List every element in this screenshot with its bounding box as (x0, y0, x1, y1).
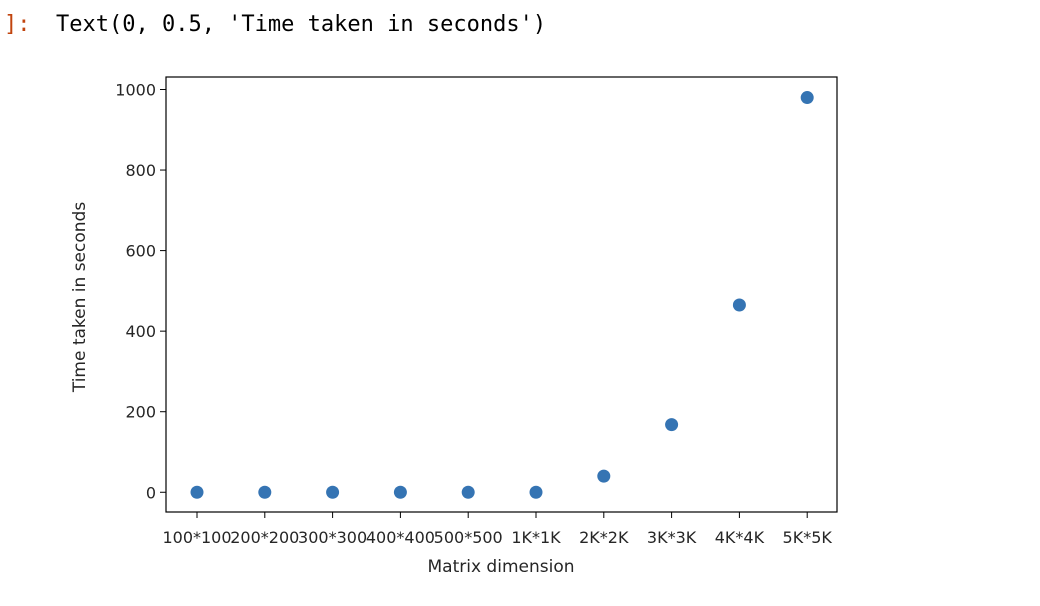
data-point (190, 485, 204, 499)
data-point (597, 469, 611, 483)
axis-ticks: 0 200 400 600 800 1000 100*100200*200300*30040… (115, 80, 832, 547)
x-tick-label: 200*200 (230, 528, 299, 547)
x-tick-label: 100*100 (162, 528, 231, 547)
x-tick-label: 500*500 (434, 528, 503, 547)
x-tick-label: 300*300 (298, 528, 367, 547)
scatter-points (190, 91, 814, 499)
x-tick-label: 2K*2K (579, 528, 629, 547)
output-prompt: ]: (4, 11, 31, 37)
cell-output-line: ]: Text(0, 0.5, 'Time taken in seconds') (0, 6, 546, 42)
y-tick-label: 200 (125, 403, 156, 422)
y-tick-label: 800 (125, 161, 156, 180)
y-tick-label: 400 (125, 322, 156, 341)
data-point (326, 485, 340, 499)
data-point (665, 418, 679, 432)
data-point (529, 485, 543, 499)
data-point (732, 298, 746, 312)
x-tick-label: 3K*3K (647, 528, 697, 547)
x-tick-label: 5K*5K (783, 528, 833, 547)
x-axis-label: Matrix dimension (428, 557, 575, 577)
data-point (461, 485, 475, 499)
y-tick-label: 0 (146, 483, 156, 502)
plot-frame (165, 76, 838, 513)
x-tick-label: 1K*1K (511, 528, 561, 547)
x-tick-label: 400*400 (366, 528, 435, 547)
data-point (393, 485, 407, 499)
y-tick-label: 600 (125, 242, 156, 261)
data-point (800, 91, 814, 105)
data-point (258, 485, 272, 499)
x-tick-label: 4K*4K (715, 528, 765, 547)
y-tick-label: 1000 (115, 80, 156, 99)
y-axis-label: Time taken in seconds (70, 202, 90, 393)
output-text: Text(0, 0.5, 'Time taken in seconds') (56, 11, 547, 37)
